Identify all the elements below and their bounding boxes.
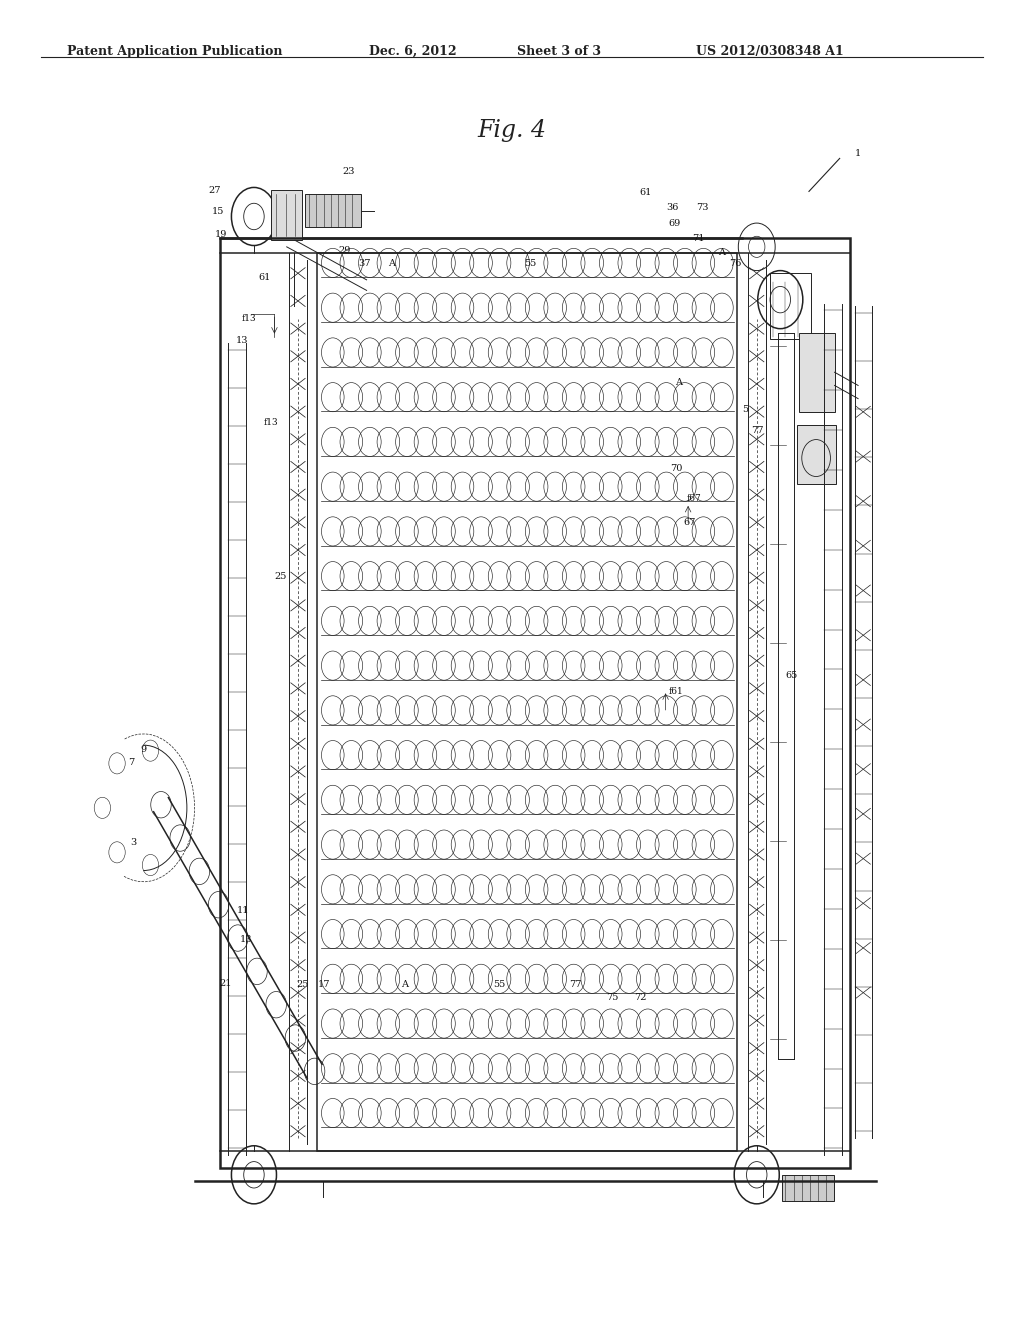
Text: 67: 67 (683, 519, 695, 527)
Text: 25: 25 (296, 981, 308, 989)
Bar (770, 273, 811, 339)
Text: 65: 65 (785, 672, 798, 680)
Text: Sheet 3 of 3: Sheet 3 of 3 (517, 45, 601, 58)
Text: 17: 17 (317, 981, 330, 989)
Text: 21: 21 (219, 979, 231, 987)
Text: 1: 1 (855, 149, 861, 157)
Text: 25: 25 (274, 573, 287, 581)
Text: 13: 13 (240, 936, 252, 944)
Text: 27: 27 (209, 186, 221, 194)
Text: A: A (719, 248, 725, 256)
Text: 37: 37 (358, 260, 371, 268)
Text: 61: 61 (639, 189, 651, 197)
Bar (317, 253, 737, 1151)
Text: 75: 75 (606, 994, 618, 1002)
Text: A: A (388, 260, 394, 268)
Text: f61: f61 (669, 688, 683, 696)
Text: f13: f13 (264, 418, 279, 426)
Text: 55: 55 (494, 981, 506, 989)
Bar (305, 194, 361, 227)
Text: 73: 73 (696, 203, 709, 211)
Bar (782, 1175, 834, 1201)
Text: 13: 13 (236, 337, 248, 345)
Text: 9: 9 (140, 746, 146, 754)
Text: 77: 77 (569, 981, 582, 989)
Text: 19: 19 (215, 231, 227, 239)
Text: 3: 3 (130, 838, 136, 846)
Text: Dec. 6, 2012: Dec. 6, 2012 (369, 45, 457, 58)
Text: 71: 71 (692, 235, 705, 243)
Bar (220, 238, 850, 1168)
Text: 76: 76 (729, 260, 741, 268)
Text: 55: 55 (524, 260, 537, 268)
Text: 36: 36 (667, 203, 679, 211)
Text: 23: 23 (342, 168, 354, 176)
Bar (271, 190, 302, 240)
Text: 5: 5 (742, 405, 749, 413)
Text: 70: 70 (670, 465, 682, 473)
Text: Fig. 4: Fig. 4 (477, 119, 547, 141)
Text: US 2012/0308348 A1: US 2012/0308348 A1 (696, 45, 844, 58)
Bar (799, 333, 835, 412)
Text: 72: 72 (634, 994, 646, 1002)
Text: 61: 61 (258, 273, 270, 281)
Text: Patent Application Publication: Patent Application Publication (67, 45, 282, 58)
Text: 11: 11 (237, 907, 249, 915)
Text: 69: 69 (669, 219, 681, 227)
Text: A: A (401, 981, 408, 989)
Text: 77: 77 (752, 426, 764, 434)
Text: A: A (676, 379, 682, 387)
Text: 7: 7 (128, 759, 134, 767)
Text: 29: 29 (338, 247, 350, 255)
Text: f67: f67 (687, 495, 701, 503)
Bar (797, 425, 836, 484)
Text: f13: f13 (242, 314, 256, 322)
Text: 15: 15 (212, 207, 224, 215)
